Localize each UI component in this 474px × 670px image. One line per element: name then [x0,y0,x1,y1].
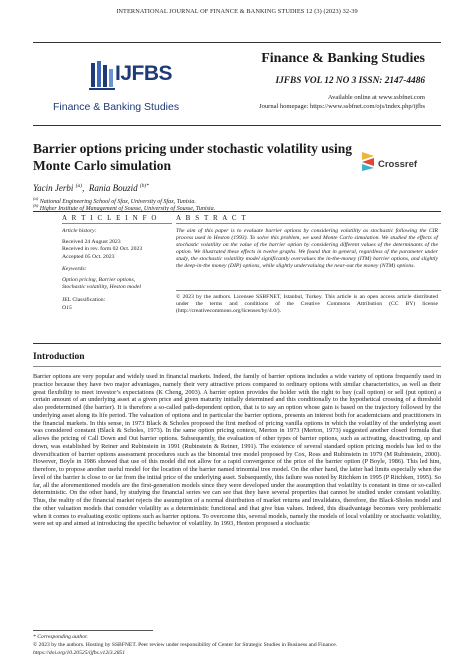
jel-label: JEL Classification: [62,297,106,304]
keywords-line: Option pricing, Barrier options, [62,277,136,284]
author-name[interactable]: Rania Bouzid [88,183,138,193]
crossref-badge[interactable]: Crossref [360,148,430,178]
article-info-panel: Article history: Received 24 August 2023… [62,228,172,312]
logo-journal-name: Finance & Banking Studies [53,101,180,113]
keywords-label: Keywords: [62,265,87,272]
affiliation: (b) Higher Institute of Management of So… [33,203,215,212]
journal-name: Finance & Banking Studies [261,51,425,66]
crossref-icon [362,152,374,171]
author-list: Yacin Jerbi (a), Rania Bouzid (b)* [33,183,149,193]
crossref-label: Crossref [378,159,418,170]
divider [62,223,172,224]
abstract-heading: A B S T R A C T [176,214,248,222]
footnote-rule [33,630,153,631]
affiliation: (a) National Engineering School of Sfax,… [33,196,196,205]
article-info-top-rule [33,211,441,212]
history-item: Received in rev. form 02 Oct. 2023 [62,246,143,253]
corresponding-author-note: * Corresponding author. [33,634,88,640]
affiliation-text: National Engineering School of Sfax, Uni… [39,199,196,205]
divider [176,290,441,291]
article-info-heading: A R T I C L E I N F O [62,214,159,222]
hosting-note: © 2023 by the authors. Hosting by SSBFNE… [33,642,338,648]
running-head: INTERNATIONAL JOURNAL OF FINANCE & BANKI… [116,8,358,15]
journal-logo: IJFBS Finance & Banking Studies [53,57,179,119]
history-item: Accepted 05 Oct. 2023 [62,253,115,260]
affiliation-mark: (b) [33,203,39,208]
logo-abbreviation: IJFBS [115,62,173,85]
author-separator: , [82,183,85,193]
abstract-text: The aim of this paper is to evaluate bar… [176,228,438,269]
jel-code: O15 [62,304,72,311]
logo-emblem-icon [89,61,115,90]
journal-header: IJFBS Finance & Banking Studies Finance … [33,42,441,126]
divider [33,366,441,367]
history-label: Article history: [62,228,97,234]
divider [176,223,441,224]
journal-volume-issn: IJFBS VOL 12 NO 3 ISSN: 2147-4486 [275,76,425,86]
author-name[interactable]: Yacin Jerbi [33,183,74,193]
section-heading: Introduction [33,352,85,362]
introduction-body: Barrier options are very popular and wid… [33,373,441,528]
keywords-line: Stochastic volatility, Heston model [62,284,141,291]
license-statement: © 2023 by the authors. Licensee SSBFNET,… [176,294,438,314]
author-mark: (a) [75,183,83,189]
doi-link[interactable]: https://doi.org/10.20525/ijfbs.v12i3.285… [33,650,126,656]
journal-homepage-link[interactable]: Journal homepage: https://www.ssbfnet.co… [259,103,425,110]
article-info-bottom-rule [33,343,441,344]
journal-online-link[interactable]: Available online at www.ssbfnet.com [327,94,425,101]
history-item: Received 24 August 2023 [62,239,121,246]
author-mark: (b)* [139,183,150,189]
affiliation-text: Higher Institute of Management of Sousse… [39,206,216,212]
article-title: Barrier options pricing under stochastic… [33,141,353,173]
affiliation-mark: (a) [33,196,39,201]
